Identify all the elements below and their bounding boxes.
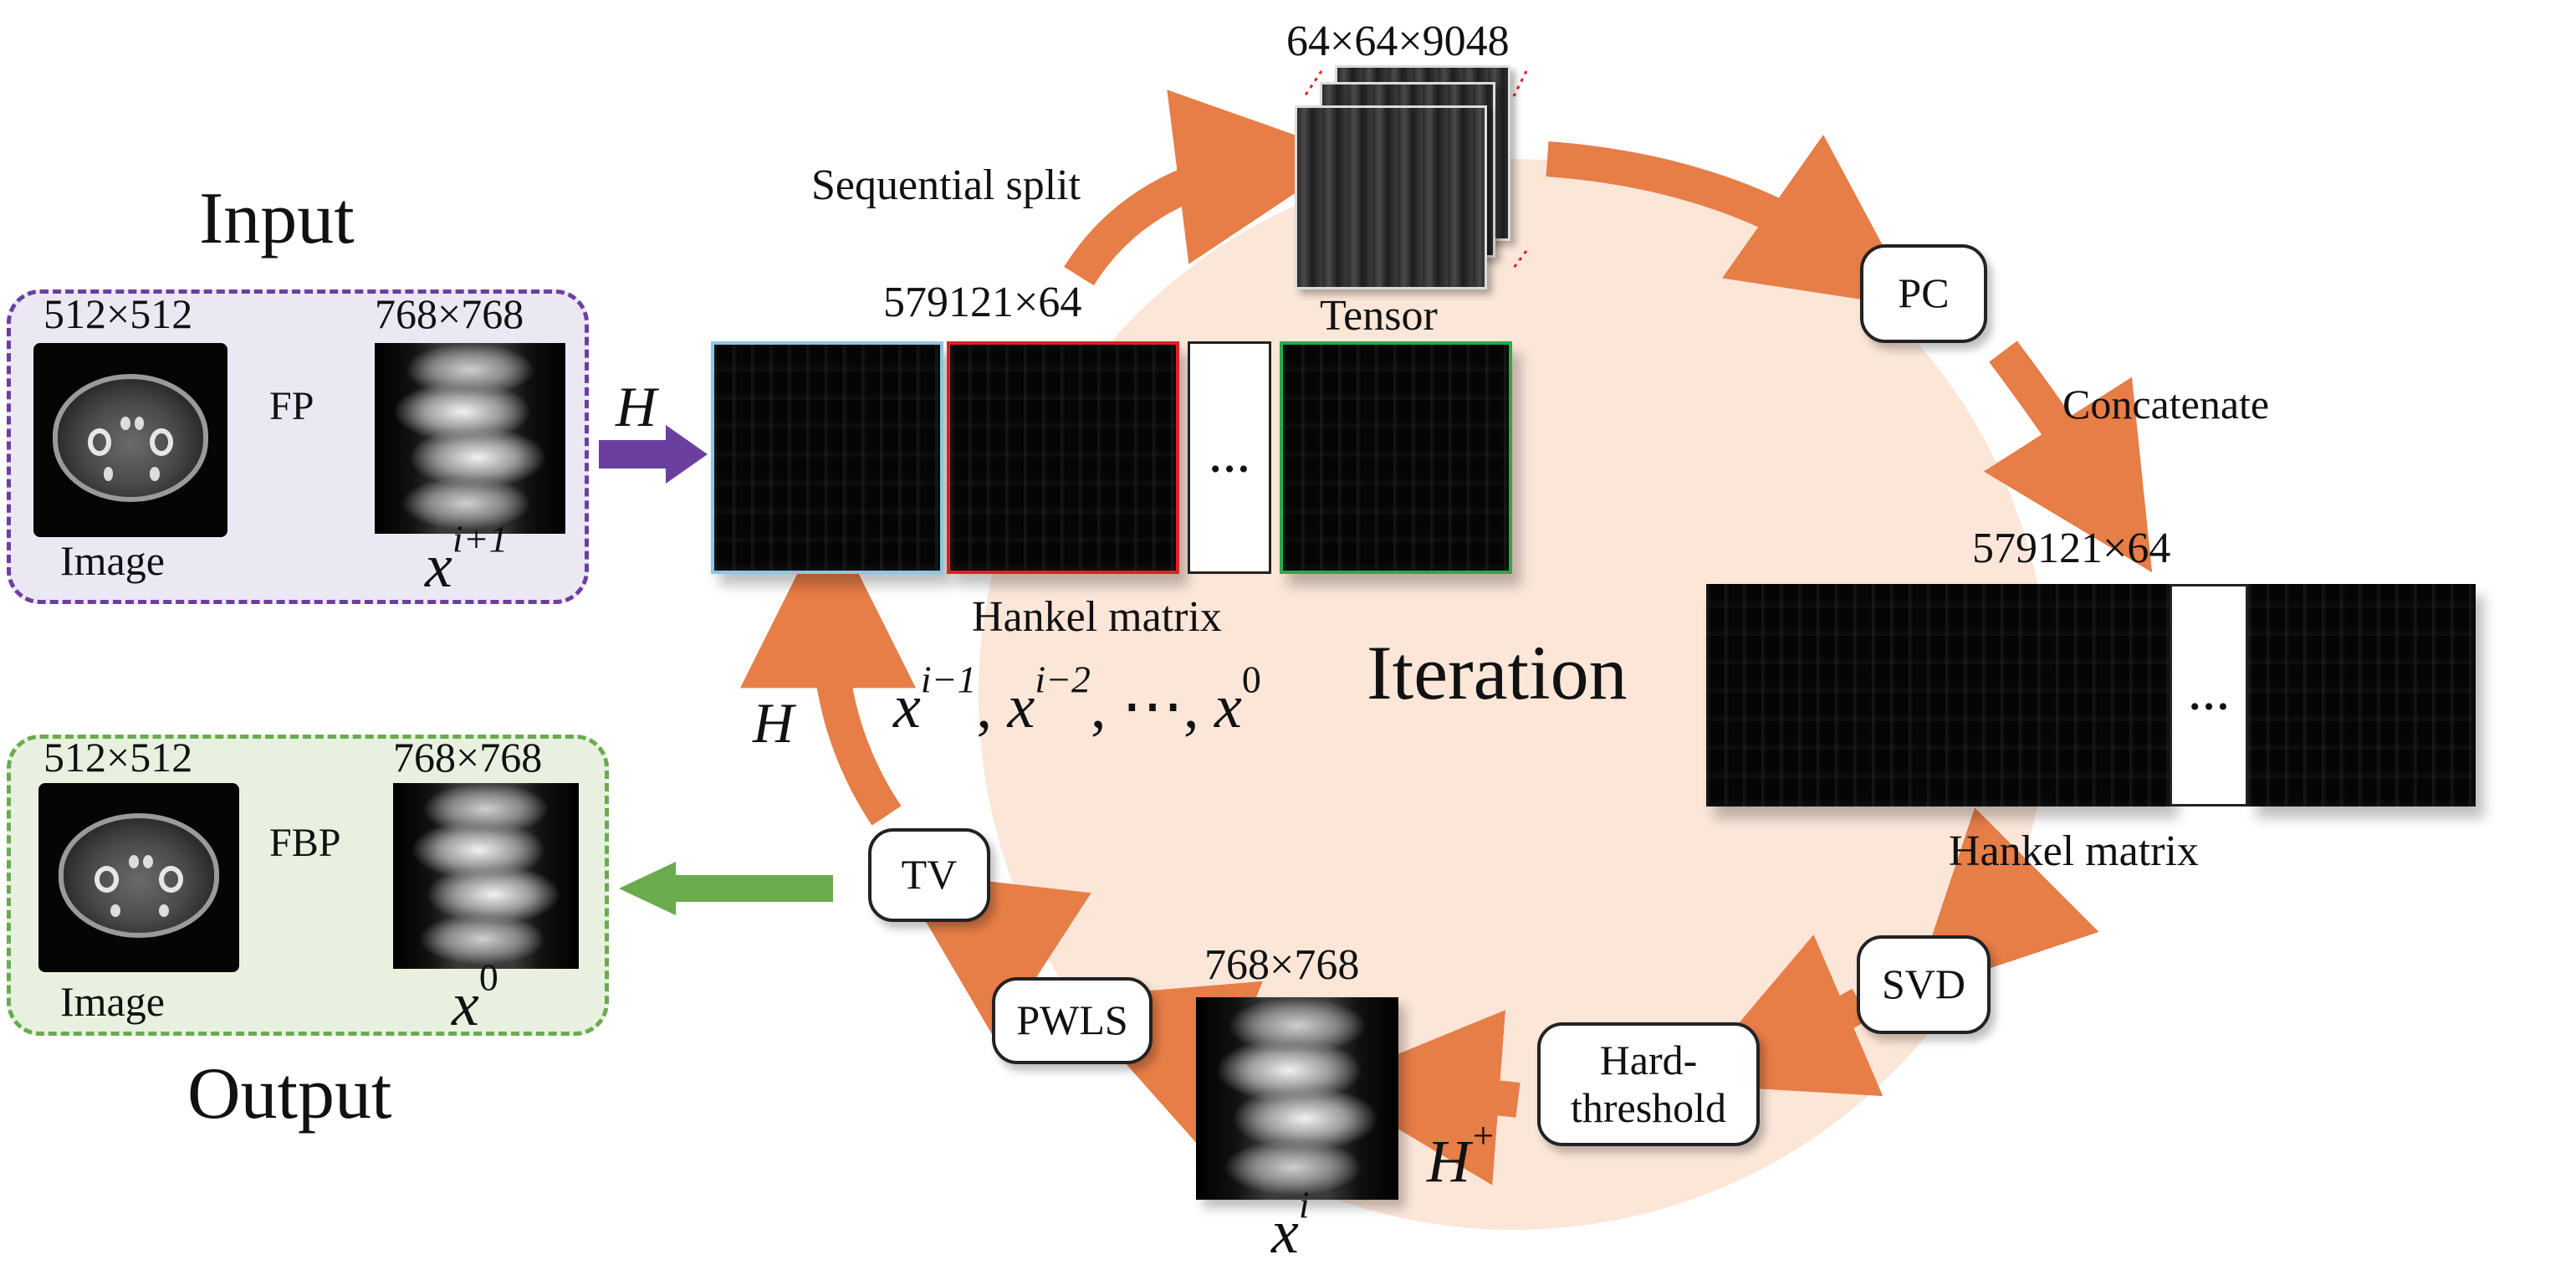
output-sino-var: x0	[452, 958, 498, 1036]
history-s1: i−1	[920, 658, 977, 701]
h-plus-sup: +	[1470, 1114, 1496, 1156]
h-left-label: H	[753, 691, 795, 755]
output-sino-size: 768×768	[393, 734, 543, 781]
hankel-top-block-3	[1280, 341, 1512, 574]
history-s0: 0	[1241, 658, 1261, 701]
input-sino-size: 768×768	[375, 290, 524, 337]
input-title: Input	[199, 178, 355, 259]
hard-threshold-box: Hard- threshold	[1537, 1022, 1760, 1146]
history-x2: x	[1007, 673, 1035, 741]
hankel-right-ellipsis: …	[2170, 584, 2248, 807]
hankel-top-size: 579121×64	[883, 279, 1082, 326]
h-plus-base: H	[1427, 1128, 1470, 1195]
arrow-hankel-to-svd	[1912, 807, 2099, 995]
arrow-pwls-to-tv	[896, 870, 1091, 1041]
output-sino-x: x	[452, 970, 479, 1039]
tensor-size: 64×64×9048	[1286, 18, 1510, 65]
tensor-caption: Tensor	[1320, 292, 1438, 340]
output-sino-sup: 0	[478, 955, 498, 999]
arrow-tv-to-hankel	[740, 512, 917, 826]
fp-label: FP	[269, 384, 314, 428]
arrow-tv-to-output	[619, 862, 676, 915]
iteration-label: Iteration	[1367, 630, 1628, 715]
tensor-slice-1	[1295, 105, 1487, 289]
hankel-right-block-2	[2248, 584, 2476, 807]
history-sep1: ,	[976, 673, 993, 741]
fbp-label: FBP	[269, 821, 341, 865]
input-image-caption: Image	[60, 537, 165, 584]
hankel-top-block-1	[711, 341, 943, 574]
hankel-top-ellipsis: …	[1188, 341, 1271, 574]
arrow-svd-to-threshold	[1686, 935, 1883, 1097]
hankel-top-block-2	[947, 341, 1179, 574]
output-title: Output	[187, 1053, 392, 1134]
output-image-caption: Image	[60, 978, 165, 1025]
output-image-size: 512×512	[43, 734, 193, 781]
current-var: xi	[1271, 1186, 1310, 1263]
input-image-size: 512×512	[43, 290, 193, 337]
arrow-tensor-to-pc	[1546, 134, 1917, 308]
sequential-split-label: Sequential split	[811, 161, 1081, 209]
input-sino-var: xi+1	[425, 520, 509, 597]
pwls-box: PWLS	[992, 977, 1153, 1064]
current-size: 768×768	[1204, 941, 1360, 989]
history-s2: i−2	[1035, 658, 1091, 701]
h-input-label: H	[616, 375, 657, 438]
arrow-h-input	[666, 425, 708, 484]
h-plus-label: H+	[1427, 1117, 1495, 1191]
tv-box: TV	[868, 828, 990, 922]
history-sep2: ,	[1091, 673, 1107, 741]
output-ct-image	[38, 783, 239, 972]
hankel-right-caption: Hankel matrix	[1949, 827, 2199, 875]
history-x1: x	[893, 673, 921, 741]
input-sino-x: x	[425, 532, 452, 601]
current-x: x	[1271, 1198, 1299, 1267]
arrow-pc-to-hankel	[1983, 341, 2153, 573]
history-sep3: ,	[1183, 673, 1199, 741]
arrow-xi-to-pwls	[1066, 981, 1263, 1145]
pc-box: PC	[1860, 244, 1987, 343]
current-sinogram	[1196, 997, 1398, 1200]
arrow-threshold-to-xi	[1323, 1010, 1521, 1186]
output-sinogram	[393, 783, 579, 969]
hankel-right-block-1	[1706, 584, 2170, 807]
hankel-top-caption: Hankel matrix	[972, 593, 1222, 641]
arrow-split-to-tensor	[1064, 90, 1352, 286]
hard-threshold-line2: threshold	[1570, 1084, 1727, 1131]
history-x0: x	[1214, 673, 1242, 741]
history-expression: xi−1, xi−2, ⋯, x0	[893, 660, 1261, 741]
input-sino-sup: i+1	[452, 517, 509, 561]
input-ct-image	[33, 343, 227, 537]
hard-threshold-line1: Hard-	[1599, 1036, 1698, 1083]
hankel-right-size: 579121×64	[1972, 525, 2171, 572]
svd-box: SVD	[1857, 935, 1991, 1034]
concatenate-label: Concatenate	[2062, 381, 2270, 428]
input-sinogram	[375, 343, 565, 534]
history-dots: ⋯	[1122, 673, 1183, 741]
current-sup: i	[1298, 1183, 1310, 1226]
